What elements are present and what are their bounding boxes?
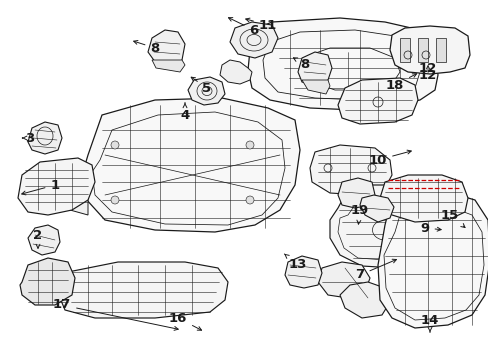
Text: 12: 12 bbox=[418, 62, 436, 75]
Circle shape bbox=[245, 141, 253, 149]
Polygon shape bbox=[28, 225, 60, 255]
Text: 11: 11 bbox=[245, 18, 277, 32]
Text: 10: 10 bbox=[368, 150, 410, 166]
Polygon shape bbox=[389, 26, 469, 74]
Polygon shape bbox=[62, 175, 88, 215]
Polygon shape bbox=[309, 145, 391, 195]
Polygon shape bbox=[229, 22, 278, 58]
Polygon shape bbox=[18, 158, 95, 215]
Polygon shape bbox=[82, 98, 299, 232]
Polygon shape bbox=[20, 258, 75, 305]
Text: 13: 13 bbox=[284, 254, 306, 271]
Polygon shape bbox=[339, 282, 389, 318]
Polygon shape bbox=[329, 185, 441, 268]
Text: 16: 16 bbox=[168, 311, 201, 330]
Text: 14: 14 bbox=[420, 314, 438, 332]
Polygon shape bbox=[417, 38, 427, 62]
Polygon shape bbox=[28, 122, 62, 154]
Polygon shape bbox=[148, 30, 184, 68]
Polygon shape bbox=[297, 52, 331, 86]
Polygon shape bbox=[399, 38, 409, 62]
Text: 15: 15 bbox=[440, 208, 464, 228]
Circle shape bbox=[111, 141, 119, 149]
Polygon shape bbox=[379, 175, 467, 222]
Text: 9: 9 bbox=[420, 221, 440, 234]
Text: 8: 8 bbox=[133, 41, 159, 54]
Polygon shape bbox=[377, 192, 488, 328]
Polygon shape bbox=[302, 80, 329, 94]
Polygon shape bbox=[285, 256, 321, 288]
Text: 3: 3 bbox=[22, 131, 35, 144]
Polygon shape bbox=[435, 38, 445, 62]
Text: 5: 5 bbox=[191, 77, 211, 95]
Polygon shape bbox=[317, 262, 369, 298]
Polygon shape bbox=[152, 60, 184, 72]
Text: 8: 8 bbox=[293, 58, 309, 71]
Polygon shape bbox=[337, 78, 417, 124]
Text: 6: 6 bbox=[228, 18, 258, 36]
Polygon shape bbox=[187, 77, 224, 105]
Polygon shape bbox=[220, 60, 251, 84]
Polygon shape bbox=[247, 18, 437, 110]
Text: 1: 1 bbox=[21, 179, 60, 195]
Text: 19: 19 bbox=[350, 203, 368, 224]
Text: 7: 7 bbox=[355, 259, 396, 282]
Text: 12: 12 bbox=[418, 68, 436, 81]
Text: 2: 2 bbox=[33, 229, 42, 248]
Circle shape bbox=[111, 196, 119, 204]
Text: 4: 4 bbox=[180, 103, 189, 122]
Circle shape bbox=[245, 196, 253, 204]
Polygon shape bbox=[337, 178, 374, 208]
Text: 18: 18 bbox=[385, 74, 416, 91]
Text: 17: 17 bbox=[53, 298, 178, 330]
Polygon shape bbox=[60, 262, 227, 318]
Polygon shape bbox=[359, 195, 393, 222]
